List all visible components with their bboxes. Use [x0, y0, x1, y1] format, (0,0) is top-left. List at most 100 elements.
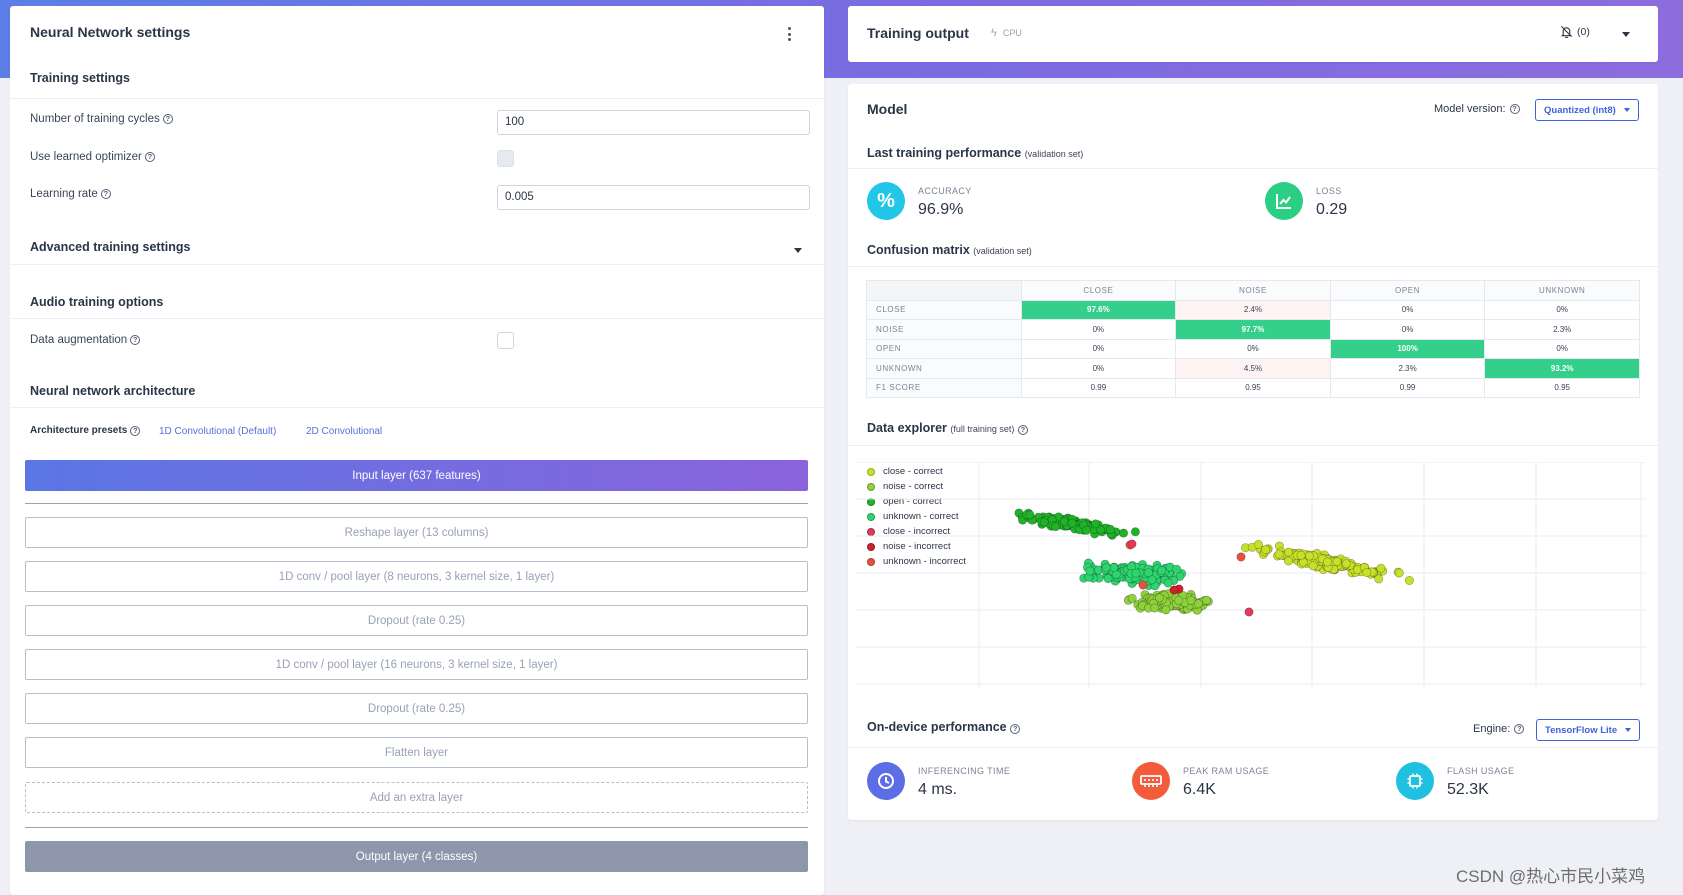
- scatter-point-incorrect: [1138, 580, 1148, 590]
- add-extra-layer-button[interactable]: Add an extra layer: [25, 782, 808, 813]
- watermark: CSDN @热心市民小菜鸡: [1456, 867, 1646, 886]
- legend-item-label: noise - correct: [883, 481, 944, 492]
- matrix-cell: 0%: [1329, 299, 1486, 320]
- notifications-toggle[interactable]: (0): [1560, 25, 1590, 38]
- scatter-point: [1082, 525, 1092, 535]
- confusion-header-row: CLOSE NOISE OPEN UNKNOWN: [866, 280, 1640, 301]
- matrix-cell: 4.5%: [1175, 358, 1331, 379]
- help-icon[interactable]: ?: [100, 189, 111, 199]
- architecture-heading: Neural network architecture: [30, 384, 196, 398]
- scatter-point-incorrect: [1244, 607, 1254, 617]
- input-layer-block[interactable]: Input layer (637 features): [25, 460, 808, 491]
- engine-value: TensorFlow Lite: [1545, 724, 1618, 736]
- last-performance-title: Last training performance: [867, 146, 1022, 160]
- on-device-title: On-device performance: [867, 720, 1007, 734]
- model-version-label: Model version: ?: [1434, 103, 1520, 115]
- scatter-point: [1202, 595, 1212, 605]
- help-icon[interactable]: ?: [144, 152, 155, 162]
- panel-title: Neural Network settings: [30, 24, 191, 40]
- advanced-training-heading[interactable]: Advanced training settings: [30, 240, 191, 254]
- matrix-cell: 97.7%: [1175, 319, 1331, 340]
- layer-block[interactable]: Reshape layer (13 columns): [25, 517, 808, 548]
- chevron-down-icon: [1623, 108, 1630, 112]
- legend-swatch: [867, 482, 875, 491]
- confusion-row: UNKNOWN 0% 4.5% 2.3% 93.2%: [866, 358, 1640, 379]
- legend-item[interactable]: noise - incorrect: [867, 541, 951, 552]
- notifications-count: (0): [1577, 25, 1590, 38]
- legend-item-label: close - correct: [883, 466, 943, 477]
- legend-item[interactable]: open - correct: [867, 496, 942, 507]
- bell-off-icon: [1560, 25, 1573, 38]
- training-cycles-label: Number of training cycles ?: [30, 113, 173, 125]
- matrix-cell: 0%: [1020, 319, 1177, 340]
- layer-block[interactable]: Dropout (rate 0.25): [25, 693, 808, 724]
- flash-usage-label: FLASH USAGE: [1447, 766, 1515, 776]
- help-icon[interactable]: ?: [162, 114, 173, 124]
- row-header: CLOSE: [866, 299, 1022, 320]
- loss-label: LOSS: [1316, 186, 1342, 196]
- scatter-point: [1341, 559, 1351, 569]
- help-icon[interactable]: ?: [1017, 424, 1028, 435]
- legend-item[interactable]: close - incorrect: [867, 526, 950, 537]
- legend-item[interactable]: unknown - correct: [867, 511, 959, 522]
- learning-rate-input[interactable]: 0.005: [497, 185, 810, 210]
- row-header: F1 SCORE: [866, 377, 1022, 398]
- matrix-cell: 0%: [1020, 358, 1177, 379]
- neural-network-settings-panel: Neural Network settings Training setting…: [10, 6, 824, 895]
- engine-label-text: Engine:: [1473, 723, 1511, 735]
- last-performance-note: (validation set): [1024, 149, 1084, 159]
- learned-optimizer-checkbox[interactable]: [497, 150, 514, 167]
- model-title: Model: [867, 101, 908, 117]
- help-icon[interactable]: ?: [1514, 724, 1525, 734]
- scatter-point: [1106, 524, 1116, 534]
- confusion-matrix-table: CLOSE NOISE OPEN UNKNOWN CLOSE 97.6% 2.4…: [866, 280, 1640, 398]
- data-explorer-scatter-plot[interactable]: [856, 462, 1651, 692]
- chevron-down-icon[interactable]: [1622, 32, 1630, 37]
- line-chart-icon: [1265, 182, 1303, 220]
- data-augmentation-checkbox[interactable]: [497, 332, 514, 349]
- training-cycles-input[interactable]: 100: [497, 110, 810, 135]
- help-icon[interactable]: ?: [1509, 104, 1520, 114]
- confusion-matrix-title: Confusion matrix: [867, 243, 970, 257]
- legend-item[interactable]: noise - correct: [867, 481, 943, 492]
- preset-1d-convolutional-link[interactable]: 1D Convolutional (Default): [159, 426, 277, 437]
- audio-options-heading: Audio training options: [30, 295, 164, 309]
- scatter-point: [1304, 551, 1314, 561]
- matrix-cell: 0.99: [1020, 377, 1177, 398]
- confusion-matrix-heading: Confusion matrix (validation set): [867, 243, 1032, 257]
- inferencing-time-label: INFERENCING TIME: [918, 766, 1011, 776]
- preset-2d-convolutional-link[interactable]: 2D Convolutional: [306, 426, 383, 437]
- scatter-point: [1296, 550, 1306, 560]
- scatter-point: [1362, 568, 1372, 578]
- divider: [10, 98, 824, 99]
- lightning-icon: ϟ: [991, 27, 997, 39]
- help-icon[interactable]: ?: [130, 425, 141, 436]
- scatter-point: [1322, 557, 1332, 567]
- layer-block[interactable]: 1D conv / pool layer (16 neurons, 3 kern…: [25, 649, 808, 680]
- layer-block[interactable]: 1D conv / pool layer (8 neurons, 3 kerne…: [25, 561, 808, 592]
- layer-block[interactable]: Flatten layer: [25, 737, 808, 768]
- divider: [848, 266, 1658, 267]
- cpu-badge-text: CPU: [1002, 28, 1022, 38]
- scatter-point: [1095, 525, 1105, 535]
- scatter-point: [1143, 568, 1153, 578]
- output-layer-block[interactable]: Output layer (4 classes): [25, 841, 808, 872]
- scatter-point: [1059, 517, 1069, 527]
- model-version-select[interactable]: Quantized (int8): [1535, 99, 1639, 121]
- engine-select[interactable]: TensorFlow Lite: [1536, 719, 1641, 741]
- help-icon[interactable]: ?: [130, 335, 141, 345]
- divider: [10, 318, 824, 319]
- peak-ram-value: 6.4K: [1183, 781, 1216, 798]
- kebab-menu-icon[interactable]: [786, 27, 792, 41]
- last-performance-heading: Last training performance (validation se…: [867, 146, 1083, 160]
- expand-caret-icon[interactable]: [794, 248, 802, 253]
- scatter-point: [1157, 566, 1167, 576]
- f1-score-row: F1 SCORE 0.99 0.95 0.99 0.95: [866, 377, 1640, 398]
- legend-item[interactable]: unknown - incorrect: [867, 556, 966, 567]
- scatter-point: [1118, 528, 1128, 538]
- layer-block[interactable]: Dropout (rate 0.25): [25, 605, 808, 636]
- help-icon[interactable]: ?: [1010, 723, 1021, 734]
- legend-item[interactable]: close - correct: [867, 466, 943, 477]
- matrix-cell: 0%: [1484, 338, 1640, 359]
- learning-rate-label-text: Learning rate: [30, 188, 98, 200]
